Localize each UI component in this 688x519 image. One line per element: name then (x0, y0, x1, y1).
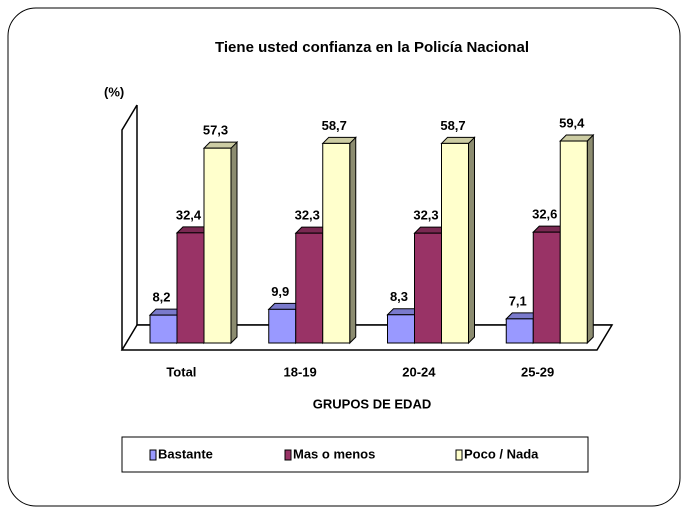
legend (121, 436, 589, 473)
legend-label: Poco / Nada (464, 446, 539, 461)
value-label: 32,4 (176, 207, 202, 222)
x-tick-label: 25-29 (521, 364, 554, 379)
value-label: 8,3 (390, 289, 408, 304)
bar-top (440, 136, 476, 144)
bar-side (468, 136, 475, 345)
bar (321, 136, 357, 345)
value-label: 59,4 (559, 115, 585, 130)
bar-front (176, 232, 205, 344)
bar-front (414, 232, 442, 344)
x-tick-label: 18-19 (284, 364, 317, 379)
bar-top (321, 136, 357, 144)
bar (559, 133, 595, 345)
value-label: 32,3 (295, 208, 320, 223)
value-label: 32,6 (532, 207, 557, 222)
legend-swatch (455, 449, 463, 461)
value-label: 57,3 (203, 123, 228, 138)
bar-front (387, 314, 415, 344)
bar-top (559, 134, 595, 142)
x-axis-label: GRUPOS DE EDAD (313, 396, 431, 411)
bar-front (268, 308, 297, 344)
bar-top (202, 141, 239, 149)
bar (440, 136, 476, 345)
bar-front (505, 318, 534, 344)
y-axis-label: (%) (104, 84, 124, 99)
floor (120, 324, 614, 351)
legend-label: Mas o menos (293, 446, 375, 461)
bar (202, 140, 239, 345)
x-tick-label: Total (166, 364, 196, 379)
bar-front (203, 147, 232, 344)
bar-front (149, 314, 178, 344)
legend-swatch (149, 449, 157, 461)
legend-swatch (284, 449, 292, 461)
x-tick-label: 20-24 (402, 364, 436, 379)
bar-side (349, 136, 357, 345)
bar-side (230, 140, 238, 345)
value-label: 58,7 (322, 118, 347, 133)
bar-side (586, 133, 594, 345)
bar-front (559, 140, 588, 344)
bar-front (441, 142, 469, 344)
value-label: 9,9 (271, 284, 289, 299)
value-label: 7,1 (509, 293, 527, 308)
side-wall (121, 104, 138, 350)
value-label: 32,3 (413, 208, 438, 223)
legend-label: Bastante (158, 446, 213, 461)
chart-title: Tiene usted confianza en la Policía Naci… (215, 39, 529, 56)
value-label: 58,7 (440, 118, 465, 133)
bar-front (322, 142, 351, 344)
value-label: 8,2 (152, 290, 170, 305)
bar-front (532, 231, 561, 344)
bar-front (295, 232, 324, 344)
